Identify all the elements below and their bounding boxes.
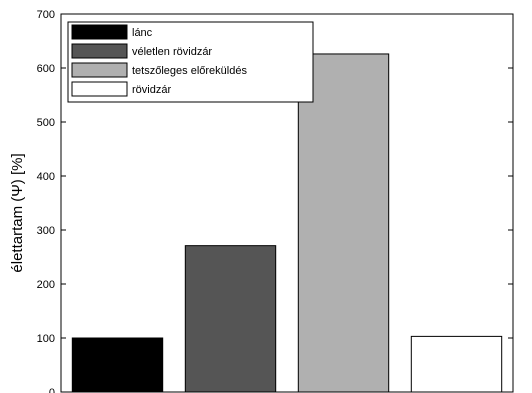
y-tick-label: 500 <box>37 117 55 129</box>
legend-label: tetszőleges előreküldés <box>132 65 247 77</box>
legend-swatch <box>71 81 128 97</box>
y-tick-label: 600 <box>37 63 55 75</box>
y-tick-label: 400 <box>37 171 55 183</box>
y-axis-title: élettartam (Ψ) [%] <box>9 153 26 272</box>
bar <box>297 53 390 393</box>
bar <box>410 335 503 393</box>
y-tick-label: 0 <box>49 387 55 393</box>
bars-group <box>71 53 503 393</box>
legend: lánc véletlen rövidzár tetszőleges előrekü… <box>67 21 314 103</box>
legend-swatch <box>71 62 128 78</box>
legend-label: rövidzár <box>132 84 171 96</box>
y-axis-ticks: 0 100 200 300 400 500 600 700 <box>37 9 513 393</box>
y-tick-label: 200 <box>37 279 55 291</box>
y-tick-label: 300 <box>37 225 55 237</box>
y-tick-label: 100 <box>37 333 55 345</box>
legend-swatch <box>71 43 128 59</box>
y-tick-label: 700 <box>37 9 55 21</box>
bar <box>71 337 164 393</box>
bar <box>184 245 277 393</box>
legend-label: lánc <box>132 27 153 39</box>
legend-label: véletlen rövidzár <box>132 46 212 58</box>
legend-swatch <box>71 24 128 40</box>
